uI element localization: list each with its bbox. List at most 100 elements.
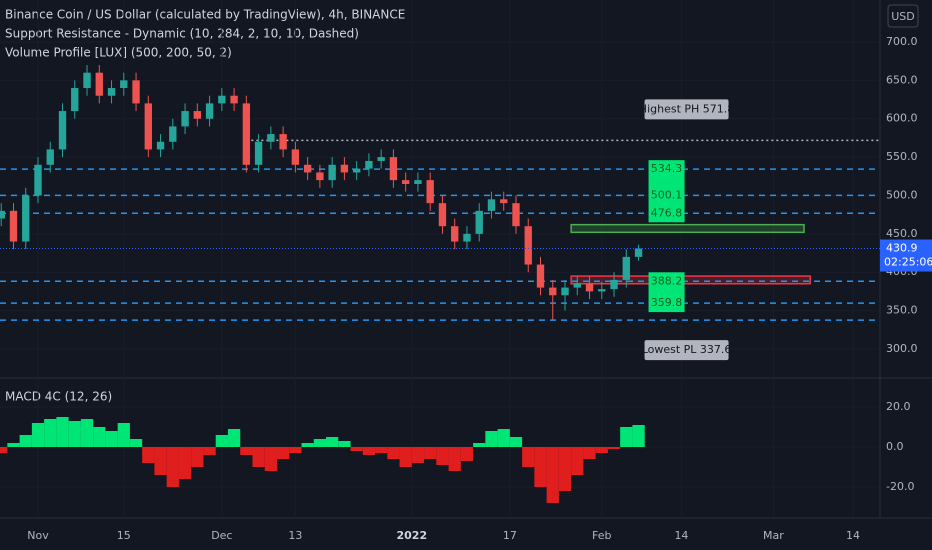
- macd-bar: [203, 447, 216, 455]
- countdown: 02:25:06: [884, 256, 932, 269]
- macd-bar: [44, 419, 57, 447]
- macd-bar: [375, 447, 388, 453]
- candle-body: [451, 226, 459, 242]
- y-tick-label: 0.0: [886, 440, 904, 453]
- macd-bar: [485, 431, 498, 447]
- macd-bar: [473, 443, 486, 447]
- macd-bar: [240, 447, 253, 455]
- currency-box[interactable]: [887, 4, 919, 28]
- macd-bar: [19, 435, 32, 447]
- candle-body: [536, 264, 545, 288]
- level-tag: [648, 272, 685, 313]
- macd-bar: [350, 447, 363, 451]
- candle-body: [549, 287, 557, 296]
- macd-bar: [191, 447, 204, 467]
- macd-bar: [227, 429, 241, 447]
- y-tick-label: -20.0: [886, 480, 914, 493]
- currency[interactable]: USD: [891, 10, 915, 23]
- y-tick-label: 20.0: [886, 400, 911, 413]
- y-tick-label: 650.0: [886, 73, 918, 86]
- candle-body: [132, 80, 140, 104]
- macd-bar: [178, 447, 192, 479]
- candle-body: [22, 195, 30, 242]
- x-tick-label: Dec: [211, 529, 232, 542]
- macd-bar: [0, 447, 8, 453]
- pivot-label: Highest PH 571.8: [639, 102, 734, 115]
- chart-title: Binance Coin / US Dollar (calculated by …: [5, 8, 405, 22]
- candle-body: [352, 168, 361, 173]
- candle-body: [610, 279, 618, 290]
- pivot-tag: [644, 99, 729, 120]
- level-tag: [648, 160, 685, 223]
- macd-bar: [105, 431, 118, 447]
- candle-body: [573, 283, 581, 288]
- candle-body: [218, 95, 226, 104]
- macd-bar: [117, 423, 130, 447]
- candle-body: [58, 111, 67, 150]
- candle-body: [291, 149, 300, 165]
- x-tick-label: Nov: [27, 529, 49, 542]
- macd-bar: [264, 447, 277, 471]
- macd-bar: [436, 447, 449, 465]
- macd-bar: [460, 447, 474, 461]
- x-tick-label: 13: [288, 529, 302, 542]
- y-tick-label: 450.0: [886, 227, 918, 240]
- level-label: 388.2: [651, 274, 683, 287]
- macd-bar: [93, 427, 106, 447]
- candle-body: [144, 103, 152, 150]
- macd-bar: [301, 443, 314, 447]
- macd-bar: [497, 429, 510, 447]
- candle-body: [242, 103, 251, 165]
- candle-body: [585, 283, 594, 292]
- macd-bar: [632, 425, 645, 447]
- macd-bar: [215, 435, 228, 447]
- level-label: 534.3: [651, 162, 683, 175]
- candle-body: [365, 160, 373, 169]
- candle-body: [9, 210, 18, 242]
- candle-body: [622, 256, 630, 280]
- y-tick-label: 500.0: [886, 188, 918, 201]
- macd-bar: [154, 447, 167, 475]
- candle-body: [598, 289, 606, 292]
- macd-bar: [142, 447, 155, 463]
- candle-body: [120, 80, 128, 89]
- candle-body: [512, 203, 520, 227]
- candle-body: [561, 287, 569, 296]
- candle-body: [328, 164, 336, 181]
- candle-body: [279, 134, 287, 150]
- candle-body: [181, 111, 189, 127]
- macd-bar: [289, 447, 302, 453]
- x-tick-label: 14: [846, 529, 860, 542]
- macd-bar: [571, 447, 584, 475]
- x-tick-label: 2022: [396, 529, 427, 542]
- candle-body: [303, 164, 312, 173]
- macd-bar: [522, 447, 535, 467]
- x-tick-label: Feb: [592, 529, 611, 542]
- candle-body: [193, 111, 202, 119]
- candle-body: [230, 95, 238, 104]
- candle-body: [34, 164, 42, 196]
- x-tick-label: Mar: [763, 529, 784, 542]
- candle-body: [169, 126, 177, 142]
- candle-body: [254, 141, 263, 165]
- macd-bar: [411, 447, 425, 463]
- candle-body: [414, 180, 422, 184]
- macd-bar: [31, 423, 45, 447]
- candle-body: [340, 164, 349, 173]
- y-tick-label: 350.0: [886, 304, 918, 317]
- x-tick-label: 17: [503, 529, 517, 542]
- macd-bar: [583, 447, 596, 459]
- candle-body: [438, 203, 447, 227]
- macd-bar: [68, 421, 81, 447]
- macd-bar: [534, 447, 547, 487]
- candle-body: [463, 233, 471, 242]
- macd-bar: [595, 447, 608, 453]
- candle-body: [426, 180, 434, 204]
- candle-body: [83, 72, 91, 89]
- zone: [570, 223, 805, 234]
- macd-bar: [424, 447, 437, 459]
- zone: [570, 275, 811, 285]
- level-label: 500.1: [651, 188, 683, 201]
- macd-bar: [509, 437, 523, 447]
